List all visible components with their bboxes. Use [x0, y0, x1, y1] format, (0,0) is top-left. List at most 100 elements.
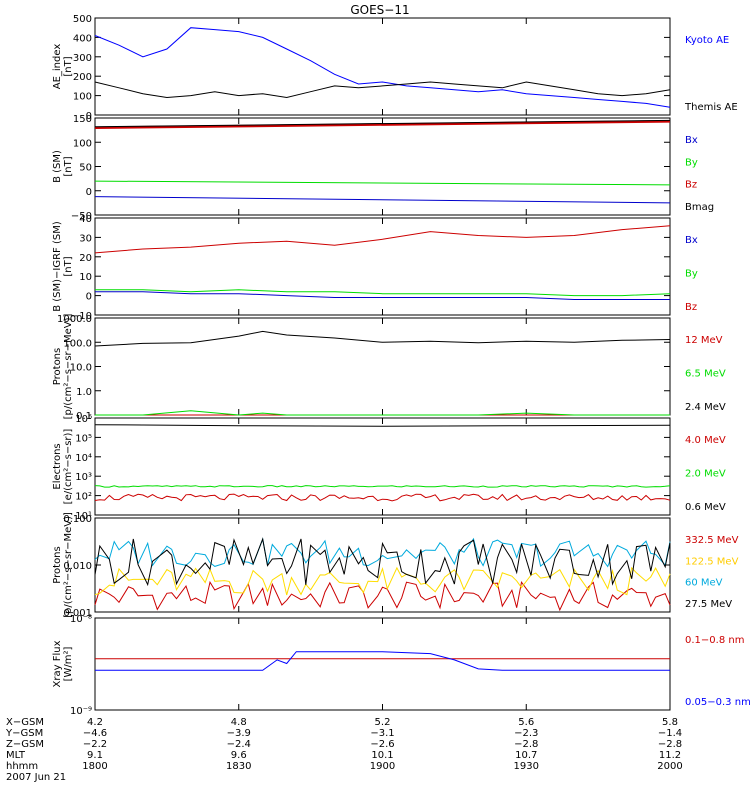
y-axis-label-line: AE_index	[52, 44, 63, 90]
y-tick-label: 50	[79, 163, 92, 174]
y-tick-label: 100	[73, 92, 92, 103]
ephemeris-value: 1900	[369, 761, 396, 772]
series-line-bmag	[94, 119, 671, 128]
legend-entry: By	[685, 269, 698, 280]
ephemeris-value: 5.8	[662, 717, 678, 728]
ephemeris-value: −2.2	[82, 739, 108, 750]
legend-entry: 0.05−0.3 nm	[685, 697, 750, 708]
series-line-themis-ae	[94, 81, 671, 99]
ephemeris-value: −3.1	[370, 728, 395, 739]
panel-frame	[94, 317, 671, 416]
y-tick-label: 500	[73, 14, 92, 25]
y-axis-label-line: B (SM)	[52, 150, 63, 183]
panel-electrons: 10¹10²10³10⁴10⁵10⁶Electrons[e/(cm²−s−sr)…	[52, 414, 726, 522]
series-line-by	[94, 180, 671, 186]
y-tick-label: 10¹	[75, 511, 92, 522]
goes11-summary-chart: GOES−11 0100200300400500AE_index[nT]Kyot…	[52, 3, 750, 717]
y-tick-label: 10⁻⁸	[70, 614, 92, 625]
panel-frame	[94, 617, 671, 711]
ephemeris-row: Z−GSM −2.2 −2.4 −2.6 −2.8 −2.8	[6, 739, 750, 750]
y-tick-label: 10⁶	[75, 414, 92, 425]
y-axis-label-line: [W/m²]	[63, 646, 74, 681]
ephemeris-value: −2.3	[514, 728, 539, 739]
series-line-bz	[94, 225, 671, 254]
series-line-6-5-mev	[95, 410, 670, 416]
y-axis-label-line: Protons	[52, 546, 63, 583]
ephemeris-row-label: Y−GSM	[6, 728, 44, 739]
y-axis-label: B (SM)−IGRF (SM)[nT]	[52, 221, 74, 312]
panel-protons-high: 0.0010.0100.100Protons[p/(cm²−s−sr−MeV)]…	[52, 512, 739, 619]
y-axis-label: Electrons[e/(cm²−s−sr)]	[52, 429, 74, 505]
legend-entry: 12 MeV	[685, 335, 723, 346]
ephemeris-value: −2.8	[657, 739, 683, 750]
ephemeris-value: 1930	[513, 761, 539, 772]
series-line-60-mev	[94, 537, 671, 568]
y-axis-label-line: [e/(cm²−s−sr)]	[63, 429, 74, 505]
ephemeris-row-label: Z−GSM	[6, 739, 44, 750]
y-tick-label: 100.0	[63, 338, 92, 349]
y-axis-label-line: Protons	[52, 348, 63, 385]
ephemeris-value: 5.6	[518, 717, 535, 728]
ephemeris-value: 10.1	[371, 750, 394, 761]
panel-frame	[94, 117, 671, 216]
y-axis-label: Protons[p/(cm²−s−sr−MeV)]	[52, 313, 74, 419]
ephemeris-value: 2000	[657, 761, 683, 772]
series-line-4-0-mev	[94, 493, 671, 502]
y-axis-label-line: [p/(cm²−s−sr−MeV)]	[63, 313, 74, 419]
ephemeris-value: 4.8	[230, 717, 247, 728]
y-tick-label: 1000.0	[57, 314, 92, 325]
ephemeris-value: −2.8	[514, 739, 539, 750]
panel-frame	[94, 217, 671, 316]
ephemeris-row-label: hhmm	[6, 761, 39, 772]
legend-entry: 60 MeV	[685, 578, 723, 589]
ephemeris-row: Y−GSM −4.6 −3.9 −3.1 −2.3 −1.4	[6, 728, 750, 739]
ephemeris-value: −2.6	[370, 739, 395, 750]
y-tick-label: 10²	[75, 492, 92, 503]
legend-entry: 2.4 MeV	[685, 402, 726, 413]
y-tick-label: 0.001	[63, 608, 92, 619]
series-line-bx	[95, 291, 670, 300]
legend-entry: Bz	[685, 180, 697, 191]
series-line-2-0-mev	[94, 485, 671, 488]
ephemeris-row-label: X−GSM	[6, 717, 44, 728]
series-line-332-5-mev	[94, 580, 671, 612]
legend-entry: 4.0 MeV	[685, 435, 726, 446]
series-line-by	[95, 289, 671, 297]
ephemeris-value: 1800	[82, 761, 108, 772]
y-tick-label: 0	[86, 111, 92, 122]
y-axis-label-line: Xray Flux	[52, 640, 63, 687]
series-line-27-5-mev	[94, 537, 671, 587]
ephemeris-value: −2.4	[226, 739, 251, 750]
y-axis-label-line: [nT]	[63, 256, 74, 276]
ephemeris-value: −4.6	[82, 728, 108, 739]
y-axis-label-line: Electrons	[52, 443, 63, 489]
y-axis-label-line: [nT]	[63, 156, 74, 176]
ephemeris-value: −3.9	[226, 728, 251, 739]
ephemeris-row-label: MLT	[6, 750, 25, 761]
legend-entry: Bz	[685, 302, 697, 313]
y-tick-label: 0.1	[76, 411, 92, 422]
y-tick-label: 100	[73, 138, 92, 149]
legend-entry: Bx	[685, 235, 698, 246]
legend-entry: 27.5 MeV	[685, 599, 732, 610]
series-line-0-05-0-3-nm	[95, 651, 670, 671]
y-axis-label: B (SM)[nT]	[52, 150, 74, 183]
y-tick-label: 300	[73, 53, 92, 64]
ephemeris-value: 9.6	[230, 750, 247, 761]
chart-title: GOES−11	[350, 3, 409, 17]
y-tick-label: 10⁴	[75, 453, 92, 464]
series-line-kyoto-ae	[94, 27, 671, 108]
legend-entry: Themis AE	[684, 102, 738, 113]
panel-frame	[94, 17, 671, 116]
ephemeris-value: −1.4	[657, 728, 683, 739]
y-axis-label-line: [p/(cm²−s−sr−MeV)]	[63, 512, 74, 618]
y-tick-label: 30	[79, 233, 92, 244]
ephemeris-value: 10.7	[515, 750, 538, 761]
y-tick-label: 200	[73, 72, 92, 83]
y-axis-label-line: B (SM)−IGRF (SM)	[52, 221, 63, 312]
series-line-bx	[94, 196, 671, 204]
y-tick-label: 10	[79, 272, 92, 283]
y-tick-label: −50	[71, 211, 92, 222]
y-tick-label: 0	[86, 292, 92, 303]
panel-protons: 0.11.010.0100.01000.0Protons[p/(cm²−s−sr…	[52, 313, 726, 422]
